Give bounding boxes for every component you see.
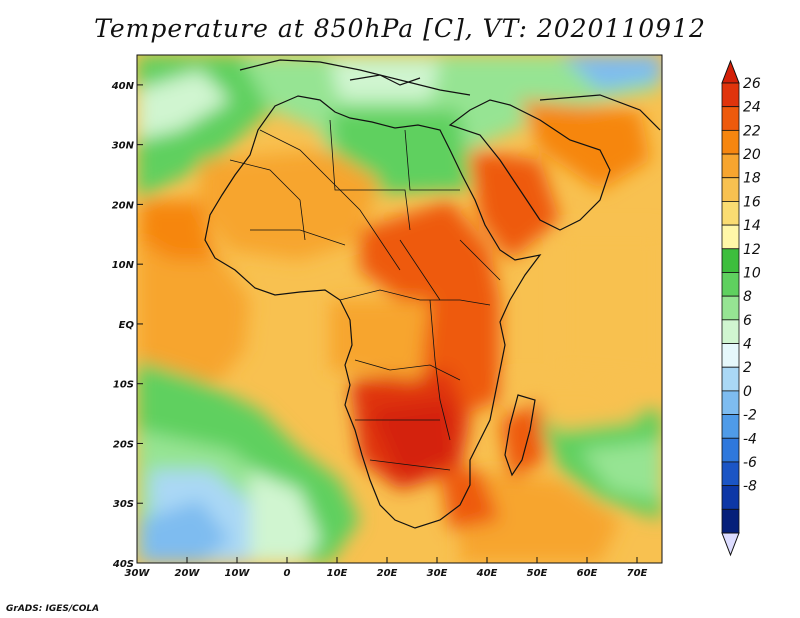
colorbar-level-label: 4	[743, 337, 752, 353]
colorbar-swatch	[721, 366, 740, 392]
colorbar-bottom-arrow	[721, 532, 740, 557]
colorbar-level-label: 20	[743, 147, 761, 163]
colorbar-level-label: 22	[743, 123, 761, 139]
colorbar-swatch	[721, 461, 740, 487]
lat-tick-label: 40N	[111, 81, 135, 92]
colorbar-swatch	[721, 414, 740, 439]
colorbar-level-label: 6	[743, 313, 752, 329]
colorbar-level-label: 14	[743, 218, 761, 234]
colorbar-swatch	[721, 390, 740, 415]
lon-tick-label: 60E	[577, 568, 598, 579]
colorbar-swatch	[721, 272, 740, 297]
colorbar-swatch	[721, 177, 740, 202]
lon-tick-label: 0	[284, 568, 291, 579]
colorbar-swatch	[721, 319, 740, 344]
colorbar-level-label: -6	[743, 455, 757, 471]
longitude-axis: 30W 20W 10W 0 10E 20E 30E 40E 50E 60E 70E	[125, 557, 648, 579]
temperature-field	[137, 55, 662, 563]
lon-tick-label: 40E	[476, 568, 498, 579]
lat-tick-label: 30S	[113, 499, 134, 510]
colorbar-level-label: -2	[743, 408, 757, 424]
colorbar-level-label: 8	[743, 289, 752, 305]
colorbar-swatch	[721, 153, 740, 179]
lat-tick-label: 10S	[113, 380, 134, 391]
colorbar-level-label: 26	[743, 76, 761, 92]
map-title: Temperature at 850hPa [C], VT: 202011091…	[94, 14, 706, 43]
colorbar-swatch	[721, 508, 740, 534]
colorbar-swatch	[721, 82, 740, 108]
lon-tick-label: 10E	[327, 568, 348, 579]
plot-frame	[136, 54, 663, 564]
country-borders	[229, 119, 501, 471]
grads-credit: GrADS: IGES/COLA	[6, 604, 100, 614]
colorbar-level-label: -8	[743, 479, 757, 495]
coastlines	[204, 59, 661, 529]
colorbar-swatch	[721, 248, 740, 273]
colorbar-level-label: 18	[743, 171, 761, 187]
colorbar-swatch	[721, 437, 740, 463]
lat-tick-label: 20N	[112, 200, 135, 211]
lon-tick-label: 10W	[225, 568, 251, 579]
lat-tick-label: 30N	[112, 141, 135, 152]
latitude-axis: 40N 30N 20N 10N EQ 10S 20S 30S 40S	[111, 81, 143, 570]
lon-tick-label: 50E	[527, 568, 548, 579]
lon-tick-label: 30W	[125, 568, 151, 579]
colorbar-level-label: 2	[743, 360, 752, 376]
lon-tick-label: 30E	[427, 568, 448, 579]
colorbar-level-label: 16	[743, 194, 761, 210]
lat-tick-label: 10N	[112, 260, 135, 271]
colorbar-swatch	[721, 129, 740, 155]
colorbar-level-label: 12	[743, 242, 761, 258]
lat-tick-label: 20S	[113, 439, 134, 450]
lat-tick-label: EQ	[119, 320, 135, 331]
colorbar-swatch	[721, 343, 740, 368]
colorbar-swatch	[721, 106, 740, 131]
lon-tick-label: 20E	[377, 568, 398, 579]
colorbar-swatch	[721, 224, 740, 250]
colorbar-swatch	[721, 485, 740, 510]
colorbar-level-label: 10	[743, 265, 761, 281]
colorbar-level-label: -4	[743, 431, 757, 447]
colorbar-level-label: 0	[743, 384, 752, 400]
lat-tick-label: 40S	[112, 559, 134, 570]
colorbar-level-label: 24	[743, 100, 761, 116]
lon-tick-label: 20W	[175, 568, 201, 579]
colorbar-swatch	[721, 201, 740, 226]
lon-tick-label: 70E	[627, 568, 648, 579]
colorbar-top-arrow	[721, 59, 740, 84]
colorbar-swatch	[721, 295, 740, 321]
